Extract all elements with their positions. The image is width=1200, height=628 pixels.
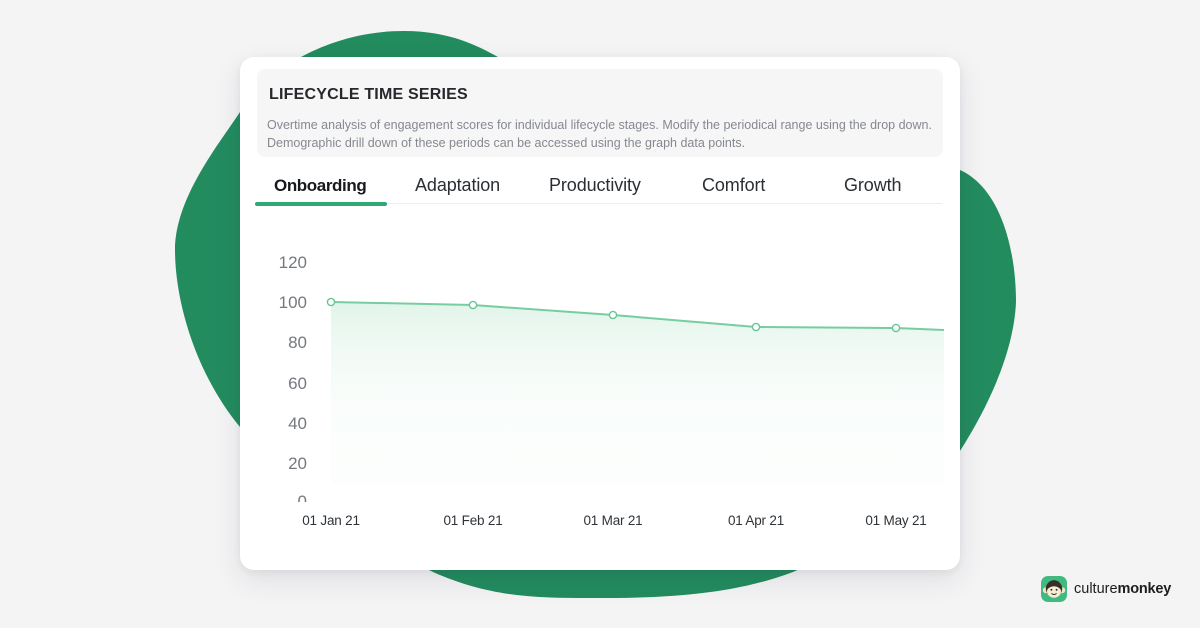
svg-text:40: 40	[288, 414, 307, 433]
svg-text:60: 60	[288, 374, 307, 393]
svg-text:100: 100	[279, 293, 307, 312]
svg-text:0: 0	[298, 492, 307, 502]
svg-text:120: 120	[279, 253, 307, 272]
svg-text:80: 80	[288, 333, 307, 352]
svg-text:20: 20	[288, 454, 307, 473]
